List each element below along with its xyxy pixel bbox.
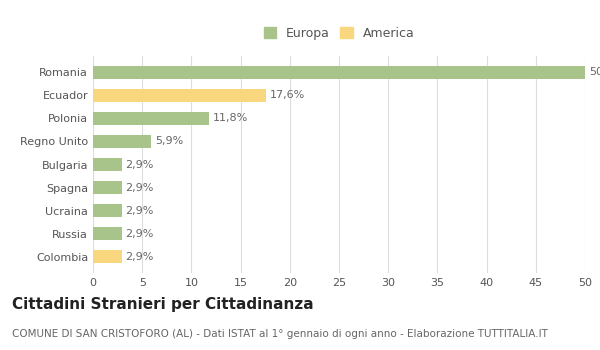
Bar — [93, 158, 122, 171]
Bar — [93, 112, 209, 125]
Bar — [93, 204, 122, 217]
Bar — [93, 228, 122, 240]
Text: COMUNE DI SAN CRISTOFORO (AL) - Dati ISTAT al 1° gennaio di ogni anno - Elaboraz: COMUNE DI SAN CRISTOFORO (AL) - Dati IST… — [12, 329, 548, 339]
Bar — [93, 251, 122, 263]
Text: 2,9%: 2,9% — [125, 183, 154, 193]
Bar — [93, 89, 266, 102]
Text: 2,9%: 2,9% — [125, 206, 154, 216]
Bar — [93, 181, 122, 194]
Text: 2,9%: 2,9% — [125, 252, 154, 262]
Text: 50,0%: 50,0% — [589, 67, 600, 77]
Text: 2,9%: 2,9% — [125, 160, 154, 169]
Text: Cittadini Stranieri per Cittadinanza: Cittadini Stranieri per Cittadinanza — [12, 298, 314, 313]
Legend: Europa, America: Europa, America — [260, 23, 418, 44]
Text: 17,6%: 17,6% — [270, 90, 305, 100]
Bar — [93, 135, 151, 148]
Bar — [93, 66, 585, 78]
Text: 5,9%: 5,9% — [155, 136, 183, 146]
Text: 11,8%: 11,8% — [213, 113, 248, 123]
Text: 2,9%: 2,9% — [125, 229, 154, 239]
